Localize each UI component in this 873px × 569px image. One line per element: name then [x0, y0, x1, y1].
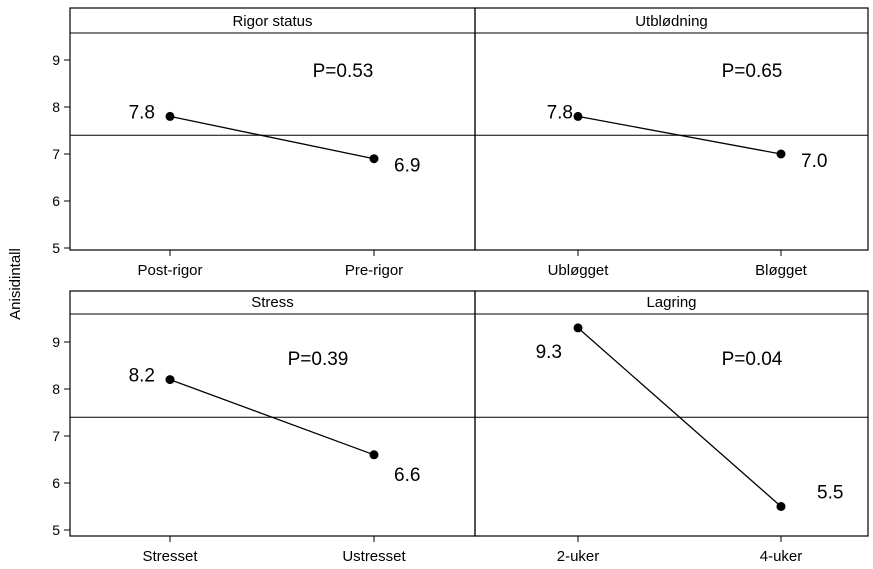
y-tick-label: 7	[52, 428, 60, 444]
y-tick-label: 9	[52, 334, 60, 350]
panel-title: Lagring	[646, 294, 696, 311]
panel-frame	[69, 290, 476, 537]
y-tick-label: 6	[52, 475, 60, 491]
panel-frame	[474, 290, 869, 537]
data-point	[776, 149, 786, 159]
y-tick-label: 5	[52, 240, 60, 256]
data-point	[165, 111, 175, 121]
x-category-label: Ustresset	[342, 548, 406, 565]
data-label: 9.3	[536, 342, 562, 363]
data-label: 7.0	[801, 151, 827, 172]
series-line	[169, 115, 375, 160]
y-tick-label: 8	[52, 381, 60, 397]
panel-title: Utblødning	[635, 13, 708, 30]
series-line	[169, 378, 375, 456]
data-point	[573, 111, 583, 121]
x-category-label: Stresset	[142, 548, 198, 565]
y-axis-label: Anisidintall	[7, 248, 24, 320]
x-category-label: Bløgget	[755, 262, 808, 279]
data-point	[165, 375, 175, 385]
p-value-annotation: P=0.39	[288, 349, 349, 370]
y-tick-label: 9	[52, 52, 60, 68]
x-category-label: 2-uker	[557, 548, 600, 565]
panel-2: Utblødning Ubløgget Bløgget 7.8 7.0 P=0.65	[474, 7, 869, 279]
x-category-label: Ubløgget	[548, 262, 610, 279]
data-point	[573, 323, 583, 333]
p-value-annotation: P=0.65	[722, 61, 783, 82]
panel-title: Stress	[251, 294, 294, 311]
data-point	[369, 450, 379, 460]
series-line	[577, 327, 782, 507]
y-tick-label: 7	[52, 146, 60, 162]
data-label: 7.8	[547, 102, 573, 123]
panel-title: Rigor status	[232, 13, 312, 30]
data-label: 6.6	[394, 465, 420, 486]
data-point	[369, 154, 379, 164]
series-line	[577, 115, 782, 155]
x-category-label: Post-rigor	[137, 262, 202, 279]
panel-1: Rigor status 5 6 7 8 9 Post-rigor Pre-rigor 7.8 6…	[52, 7, 476, 279]
p-value-annotation: P=0.04	[722, 349, 783, 370]
panel-4: Lagring 2-uker 4-uker 9.3 5.5 P=0.04	[474, 290, 869, 565]
data-label: 7.8	[129, 102, 155, 123]
panel-frame	[69, 7, 476, 251]
y-tick-label: 5	[52, 522, 60, 538]
data-point	[776, 502, 786, 511]
panel-frame	[474, 7, 869, 251]
y-tick-label: 8	[52, 99, 60, 115]
x-category-label: Pre-rigor	[345, 262, 403, 279]
p-value-annotation: P=0.53	[313, 61, 374, 82]
data-label: 8.2	[129, 366, 155, 387]
data-label: 6.9	[394, 156, 420, 177]
data-label: 5.5	[817, 483, 843, 504]
x-category-label: 4-uker	[760, 548, 803, 565]
panel-3: Stress 5 6 7 8 9 Stresset Ustresset 8.2 6.6 P=0.39	[52, 290, 476, 565]
y-tick-label: 6	[52, 193, 60, 209]
